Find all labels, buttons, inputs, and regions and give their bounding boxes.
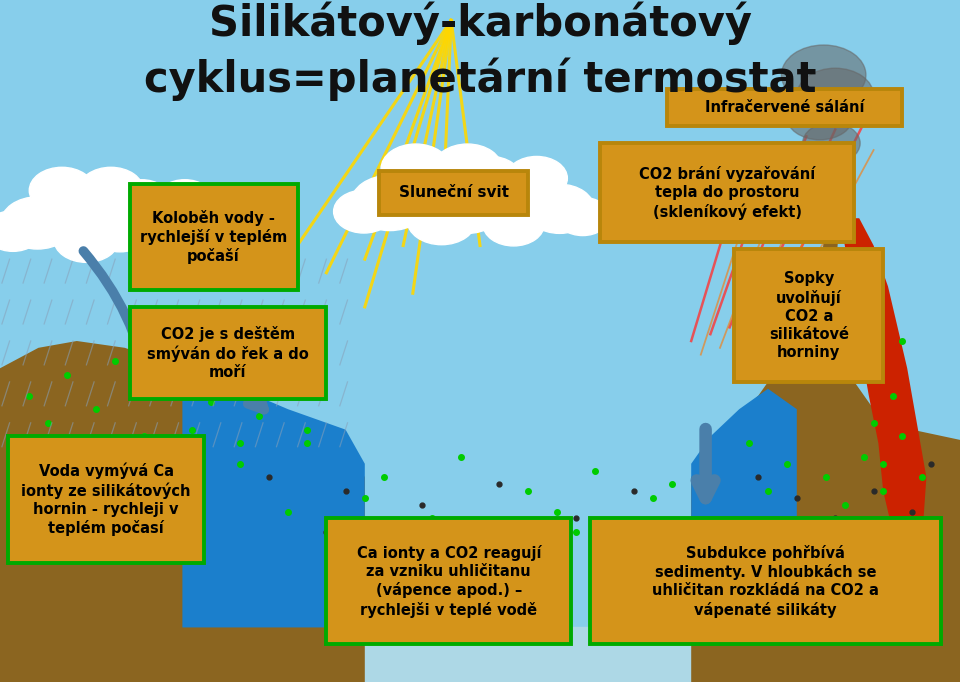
FancyBboxPatch shape <box>379 170 528 215</box>
Circle shape <box>460 156 521 200</box>
Circle shape <box>134 222 192 263</box>
FancyBboxPatch shape <box>130 184 298 290</box>
Circle shape <box>351 175 429 231</box>
Text: Silikátový-karbonátový
cyklus=planetární termostat: Silikátový-karbonátový cyklus=planetární… <box>144 1 816 101</box>
Circle shape <box>54 216 119 263</box>
FancyBboxPatch shape <box>734 249 883 382</box>
Circle shape <box>781 45 866 105</box>
Circle shape <box>506 156 567 200</box>
Circle shape <box>73 218 124 254</box>
Text: Subdukce pohřbívá
sedimenty. V hloubkách se
uhličitan rozkládá na CO2 a
vápenaté: Subdukce pohřbívá sedimenty. V hloubkách… <box>652 545 879 618</box>
Circle shape <box>174 206 239 252</box>
Bar <box>0 627 960 682</box>
FancyBboxPatch shape <box>590 518 941 644</box>
Circle shape <box>395 160 489 228</box>
Circle shape <box>124 194 203 250</box>
Circle shape <box>433 184 502 233</box>
Circle shape <box>810 186 845 210</box>
Circle shape <box>156 179 214 220</box>
FancyBboxPatch shape <box>667 89 902 126</box>
Circle shape <box>41 183 132 247</box>
Circle shape <box>132 211 188 252</box>
Circle shape <box>556 197 610 235</box>
Text: CO2 brání vyzařování
tepla do prostoru
(skleníkový efekt): CO2 brání vyzařování tepla do prostoru (… <box>639 166 815 220</box>
Polygon shape <box>0 0 365 682</box>
Circle shape <box>203 218 253 254</box>
Circle shape <box>801 154 847 187</box>
Circle shape <box>803 123 860 164</box>
Circle shape <box>1 197 74 249</box>
FancyBboxPatch shape <box>130 307 326 399</box>
Circle shape <box>99 197 172 249</box>
Circle shape <box>433 144 502 193</box>
Circle shape <box>78 167 143 213</box>
Circle shape <box>87 206 153 252</box>
Text: Voda vymývá Ca
ionty ze silikátových
hornin - rychleji v
teplém počasí: Voda vymývá Ca ionty ze silikátových hor… <box>21 463 191 536</box>
FancyBboxPatch shape <box>8 436 204 563</box>
FancyBboxPatch shape <box>600 143 854 242</box>
Circle shape <box>454 175 532 231</box>
Text: Ca ionty a CO2 reagují
za vzniku uhličitanu
(vápence apod.) –
rychlejši v teplé : Ca ionty a CO2 reagují za vzniku uhličit… <box>356 545 541 618</box>
Circle shape <box>786 92 853 140</box>
Circle shape <box>418 197 471 235</box>
Circle shape <box>334 190 395 233</box>
Circle shape <box>483 203 544 246</box>
Text: Infračervené sálání: Infračervené sálání <box>705 100 865 115</box>
Circle shape <box>797 68 874 123</box>
Text: Sopky
uvolňují
CO2 a
silikátové
horniny: Sopky uvolňují CO2 a silikátové horniny <box>769 271 849 359</box>
Polygon shape <box>691 205 960 682</box>
Text: Koloběh vody -
rychlejší v teplém
počaší: Koloběh vody - rychlejší v teplém počaší <box>140 210 287 264</box>
Circle shape <box>29 167 94 213</box>
Polygon shape <box>840 218 926 559</box>
Circle shape <box>407 196 476 245</box>
Polygon shape <box>182 389 797 627</box>
Circle shape <box>471 171 556 231</box>
Circle shape <box>113 179 171 220</box>
Circle shape <box>0 211 41 252</box>
Text: Sluneční svit: Sluneční svit <box>398 186 509 200</box>
FancyBboxPatch shape <box>326 518 571 644</box>
Text: CO2 je s deštěm
smýván do řek a do
moří: CO2 je s deštěm smýván do řek a do moří <box>147 326 309 380</box>
Circle shape <box>381 144 450 193</box>
Circle shape <box>525 184 594 233</box>
Circle shape <box>489 190 549 233</box>
